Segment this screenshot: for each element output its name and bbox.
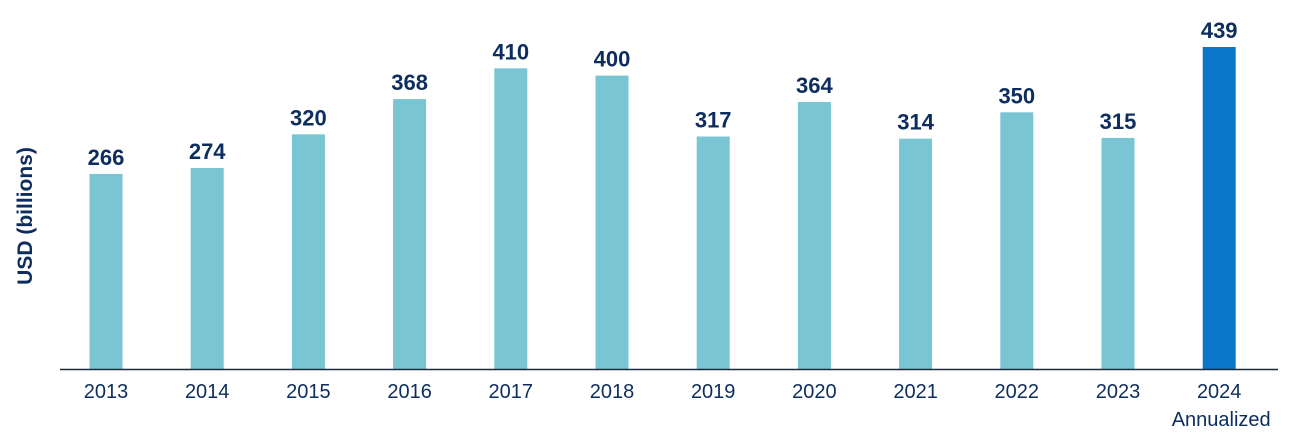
value-label-2017: 410 [492, 39, 529, 64]
value-label-2024: 439 [1201, 18, 1238, 43]
bar-2017 [494, 68, 528, 370]
bar-2016 [393, 99, 427, 369]
y-axis-title: USD (billions) [14, 147, 37, 285]
x-tick-label-2020: 2020 [792, 381, 837, 403]
x-tick-label-2019: 2019 [691, 381, 736, 403]
value-label-2016: 368 [391, 70, 428, 95]
bar-2018 [595, 75, 629, 369]
bar-2013 [89, 173, 123, 369]
bar-2014 [190, 168, 224, 369]
value-label-2015: 320 [290, 105, 327, 130]
x-tick-label-2017: 2017 [489, 381, 534, 403]
bar-2024 [1202, 47, 1236, 369]
value-label-2021: 314 [897, 110, 934, 135]
bar-2015 [291, 134, 325, 369]
x-tick-label-2023: 2023 [1096, 381, 1141, 403]
x-tick-label-2015: 2015 [286, 381, 331, 403]
x-tick-labels-group: 2013 2014 2015 2016 2017 2018 2019 2020 2021 2022… [84, 381, 1271, 431]
value-labels-group: 266 274 320 368 410 400 317 364 314 350 315 439 [88, 18, 1238, 170]
bar-2019 [696, 136, 730, 369]
value-label-2022: 350 [998, 83, 1035, 108]
x-tick-label-2021: 2021 [893, 381, 938, 403]
x-tick-label-2014: 2014 [185, 381, 230, 403]
x-tick-label-2016: 2016 [387, 381, 432, 403]
bar-2021 [899, 138, 933, 369]
bar-2022 [1000, 112, 1034, 370]
value-label-2019: 317 [695, 108, 732, 133]
value-label-2014: 274 [189, 139, 226, 164]
x-tick-label-2013: 2013 [84, 381, 129, 403]
value-label-2023: 315 [1100, 109, 1137, 134]
value-label-2020: 364 [796, 73, 833, 98]
bar-2023 [1101, 137, 1135, 369]
value-label-2013: 266 [88, 145, 125, 170]
x-tick-label-2024: 2024 [1197, 381, 1242, 403]
value-label-2018: 400 [594, 47, 631, 72]
x-tick-sublabel-2024: Annualized [1172, 409, 1271, 431]
bars-group [89, 47, 1236, 370]
x-tick-label-2018: 2018 [590, 381, 635, 403]
bar-2020 [797, 102, 831, 369]
x-tick-label-2022: 2022 [995, 381, 1040, 403]
